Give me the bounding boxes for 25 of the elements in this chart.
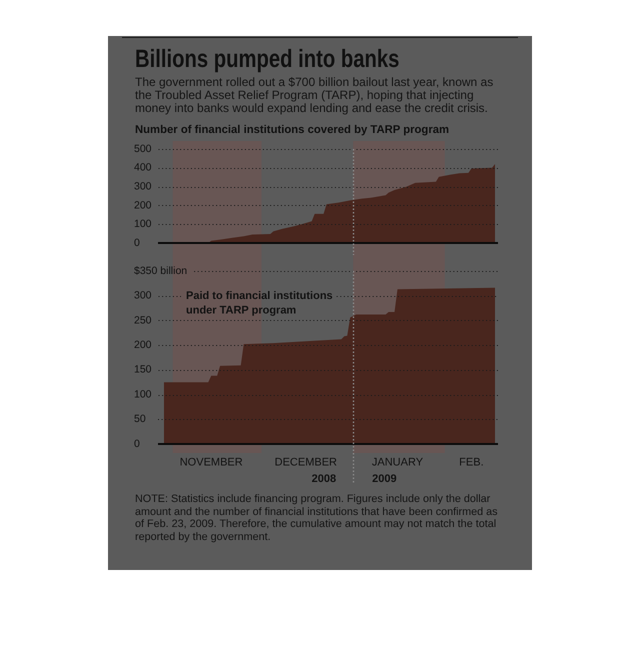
y-tick-label: 200 xyxy=(134,339,152,352)
text: 2009 xyxy=(372,473,397,486)
y-tick-label: 400 xyxy=(134,162,152,174)
text: NOTE: Statistics include financing program. Figures include only the dollar amount and the number of financial institutions that have been confirmed as of Feb. 23, 2009. Therefore, the cumulative amount may not match the total reported by the government. xyxy=(135,493,499,544)
chart-title: Billions pumped into banks xyxy=(135,45,400,74)
y-tick-label: 250 xyxy=(134,314,152,326)
text: 2008 xyxy=(312,473,336,486)
y-tick-label: 300 xyxy=(134,290,152,302)
y-tick-label: 500 xyxy=(134,142,152,155)
y-tick-label: 300 xyxy=(134,180,152,192)
y-tick-label: 0 xyxy=(134,438,140,450)
x-tick-label: NOVEMBER xyxy=(180,456,243,469)
y-tick-label: 0 xyxy=(134,236,140,249)
x-tick-label: JANUARY xyxy=(372,456,424,469)
y-tick-label: 150 xyxy=(134,364,152,376)
y-axis-title: Number of financial institutions covered by TARP program xyxy=(135,124,450,136)
y-tick-label: 100 xyxy=(134,388,152,400)
y-tick-label: $350 billion xyxy=(134,264,188,277)
y-axis-title: Paid to financial institutions under TARP program xyxy=(186,290,333,316)
chart-subtitle: The government rolled out a $700 billion bailout last year, known as the Troubled Asset Relief Program (TARP), hoping that injecting money into banks would expand lending and ease the credit crisis. xyxy=(135,74,494,116)
y-tick-label: 200 xyxy=(134,199,152,212)
x-tick-label: FEB. xyxy=(459,456,484,469)
x-tick-label: DECEMBER xyxy=(274,456,338,469)
y-tick-label: 50 xyxy=(134,413,146,426)
y-tick-label: 100 xyxy=(134,218,152,230)
